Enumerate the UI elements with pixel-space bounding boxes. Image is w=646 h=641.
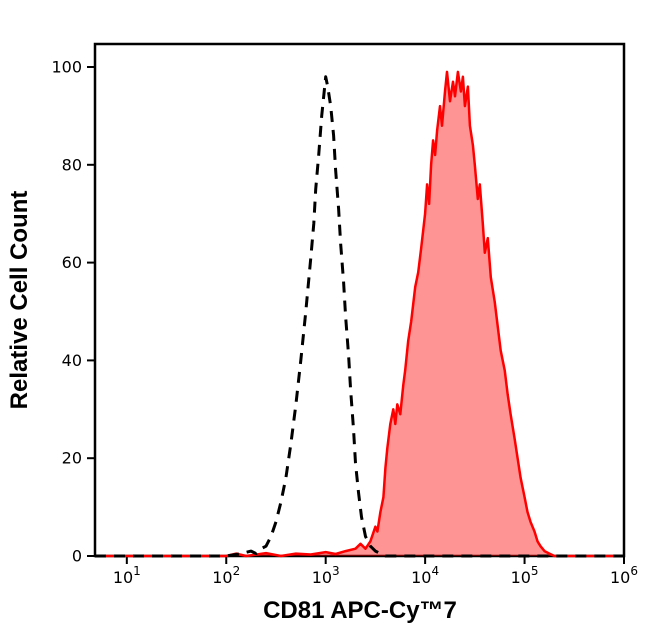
x-axis-label: CD81 APC-Cy™7 — [263, 597, 457, 624]
x-tick-label: 106 — [610, 564, 638, 587]
y-tick-label: 80 — [62, 155, 82, 174]
unstained-control-curve — [95, 75, 624, 558]
y-tick-label: 0 — [72, 547, 82, 566]
cd81-apc-cy7-stained-fill — [95, 71, 624, 557]
y-tick-label: 60 — [62, 253, 82, 272]
x-tick-label: 103 — [312, 564, 340, 587]
x-tick-label: 102 — [212, 564, 240, 587]
y-axis-label: Relative Cell Count — [6, 191, 33, 410]
x-tick-label: 101 — [113, 564, 141, 587]
y-tick-label: 20 — [62, 449, 82, 468]
x-tick-label: 105 — [511, 564, 539, 587]
y-tick-label: 40 — [62, 351, 82, 370]
y-tick-label: 100 — [51, 58, 82, 77]
cd81-apc-cy7-stained-curve — [95, 70, 624, 558]
x-tick-label: 104 — [411, 564, 439, 587]
axis-frame — [93, 42, 626, 558]
